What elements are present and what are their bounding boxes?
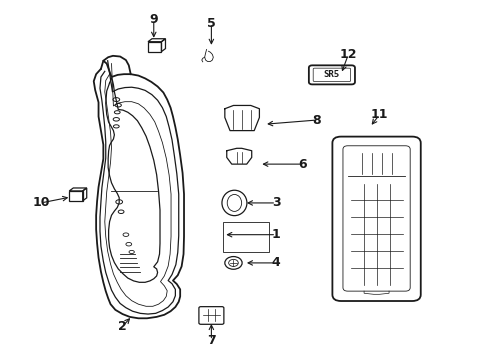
Text: 8: 8 — [313, 113, 321, 126]
Text: 3: 3 — [272, 197, 281, 210]
Text: 4: 4 — [272, 256, 281, 269]
Text: 10: 10 — [32, 197, 49, 210]
Text: 2: 2 — [118, 320, 127, 333]
Text: 12: 12 — [340, 48, 357, 61]
Text: 9: 9 — [149, 13, 158, 26]
Text: 5: 5 — [207, 17, 216, 30]
Text: 1: 1 — [272, 228, 281, 241]
Text: SR5: SR5 — [324, 70, 340, 79]
Text: 7: 7 — [207, 334, 216, 347]
Text: 6: 6 — [298, 158, 307, 171]
Bar — [223, 222, 269, 252]
Text: 11: 11 — [371, 108, 388, 121]
